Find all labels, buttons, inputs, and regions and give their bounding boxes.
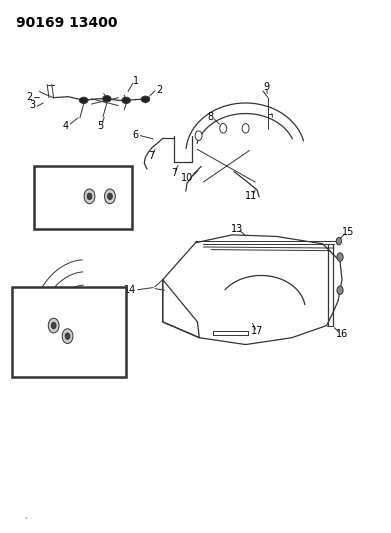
Text: 1: 1 <box>133 76 139 86</box>
Text: 16: 16 <box>336 329 348 339</box>
Circle shape <box>336 238 342 245</box>
Text: 15: 15 <box>342 227 354 237</box>
Ellipse shape <box>141 96 150 102</box>
Circle shape <box>337 253 343 261</box>
Circle shape <box>62 329 73 343</box>
Text: 17: 17 <box>251 326 264 336</box>
Circle shape <box>242 124 249 133</box>
Text: 90169 13400: 90169 13400 <box>16 16 118 30</box>
Text: 7: 7 <box>148 151 154 161</box>
Ellipse shape <box>102 95 111 102</box>
Text: ·: · <box>24 512 28 526</box>
Bar <box>34 166 132 229</box>
Text: 3: 3 <box>29 100 36 110</box>
Circle shape <box>51 322 56 329</box>
Circle shape <box>84 189 95 204</box>
Text: 10: 10 <box>181 173 193 183</box>
Ellipse shape <box>79 97 88 103</box>
Text: 4: 4 <box>62 121 68 131</box>
Text: 11: 11 <box>245 191 258 201</box>
Circle shape <box>337 286 343 294</box>
Circle shape <box>87 193 92 199</box>
Ellipse shape <box>122 97 130 103</box>
Text: 7: 7 <box>171 167 177 177</box>
Text: 9: 9 <box>263 82 269 92</box>
Bar <box>13 287 126 377</box>
Circle shape <box>104 189 115 204</box>
Text: 8: 8 <box>208 112 214 122</box>
Text: 6: 6 <box>133 130 139 140</box>
Circle shape <box>108 193 112 199</box>
Circle shape <box>220 124 227 133</box>
Text: 2: 2 <box>156 85 162 95</box>
Text: 12: 12 <box>74 220 86 230</box>
Text: 13: 13 <box>231 223 243 233</box>
Text: 14: 14 <box>124 285 136 295</box>
Text: 5: 5 <box>97 121 103 131</box>
Text: 2: 2 <box>27 92 33 102</box>
Text: 18: 18 <box>29 369 42 379</box>
Circle shape <box>195 131 202 140</box>
Circle shape <box>65 333 70 340</box>
Circle shape <box>48 318 59 333</box>
